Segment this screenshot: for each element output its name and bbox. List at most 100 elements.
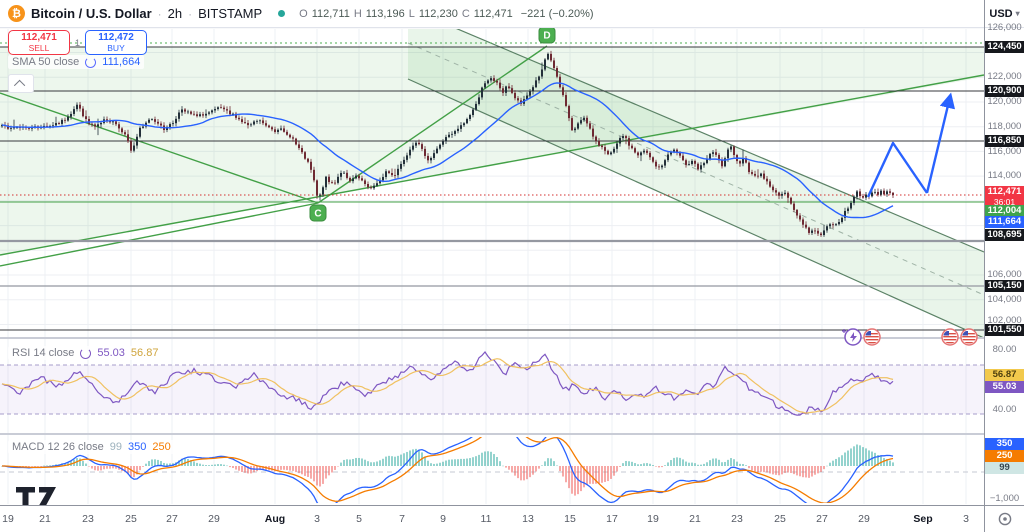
time-axis-label: 3 [963, 513, 969, 525]
buy-button[interactable]: 112,472 BUY [85, 30, 148, 55]
collapse-pane-button[interactable] [8, 74, 34, 93]
price-axis-label: 122,000 [987, 71, 1022, 82]
loading-spinner-icon [85, 56, 97, 68]
time-axis-label: 27 [166, 513, 178, 525]
price-axis-label: 120,000 [987, 96, 1022, 107]
chevron-down-icon: ▾ [1015, 9, 1020, 18]
spread-value: 1 [75, 37, 81, 48]
sma-label: SMA 50 close [12, 56, 80, 68]
ohlc-readout: O 112,711 H 113,196 L 112,230 C 112,471 … [299, 8, 593, 20]
time-axis-label: Aug [264, 513, 286, 525]
svg-text:D: D [543, 31, 550, 42]
time-axis-label: 25 [774, 513, 786, 525]
low-value: 112,230 [418, 7, 458, 20]
tradingview-logo [16, 487, 56, 506]
macd-hist-value: 99 [109, 441, 122, 453]
price-axis-label: 40.00 [992, 404, 1017, 415]
rsi-ma-value: 56.87 [130, 347, 159, 359]
time-axis-label: 7 [399, 513, 405, 525]
price-axis-label: 116,000 [987, 146, 1022, 157]
time-axis-label: 9 [440, 513, 446, 525]
time-axis-label: 21 [689, 513, 701, 525]
sma-value: 111,664 [102, 56, 141, 68]
point-marker-d[interactable]: D [538, 26, 556, 44]
price-axis-label: 126,000 [987, 22, 1022, 33]
low-label: L [408, 7, 415, 20]
price-level-badge: 55.03 [985, 381, 1024, 393]
time-axis-label: 25 [125, 513, 137, 525]
high-value: 113,196 [365, 7, 405, 20]
us-flag-event-icon[interactable] [863, 328, 881, 346]
price-level-badge: 350 [985, 438, 1024, 450]
rsi-legend[interactable]: RSI 14 close 55.03 56.87 [8, 346, 163, 360]
event-bolt-icon[interactable] [842, 328, 862, 346]
sell-button[interactable]: 112,471 SELL [8, 30, 70, 55]
macd-signal-value: 250 [152, 441, 171, 453]
price-level-badge: 112,004 [985, 205, 1024, 217]
time-axis-label: 23 [82, 513, 94, 525]
time-axis-label: 5 [356, 513, 362, 525]
us-flag-event-icon[interactable] [941, 328, 959, 346]
separator-dot: · [157, 6, 162, 21]
time-axis-label: 29 [208, 513, 220, 525]
market-status-icon [278, 10, 286, 17]
price-axis-label: 102,000 [987, 315, 1022, 326]
axis-settings-corner[interactable] [984, 505, 1024, 532]
price-level-badge: 250 [985, 450, 1024, 462]
loading-spinner-icon [80, 347, 92, 359]
us-flag-event-icon[interactable] [960, 328, 978, 346]
price-level-badge: 111,664 [985, 216, 1024, 228]
price-level-badge: 116,850 [985, 135, 1024, 147]
point-marker-c[interactable]: C [309, 204, 327, 222]
price-level-badge: 101,550 [985, 324, 1024, 336]
open-value: 112,711 [311, 7, 350, 20]
chart-canvas[interactable]: CD [0, 0, 984, 532]
gear-icon [998, 512, 1011, 526]
price-axis-label: −1,000 [989, 493, 1020, 504]
trade-panel: 112,471 SELL 1 112,472 BUY [8, 30, 148, 55]
buy-price: 112,472 [98, 31, 134, 43]
currency-label: USD [989, 7, 1013, 20]
chart-toolbar: ₿ Bitcoin / U.S. Dollar · 2h · BITSTAMP … [0, 0, 984, 28]
time-axis-label: 27 [816, 513, 828, 525]
high-label: H [353, 7, 362, 20]
price-axis-label: 80.00 [992, 344, 1017, 355]
sma-legend[interactable]: SMA 50 close 111,664 [8, 55, 145, 69]
rsi-label: RSI 14 close [12, 347, 75, 359]
sell-label: SELL [28, 42, 50, 53]
symbol-name[interactable]: Bitcoin / U.S. Dollar [31, 6, 152, 21]
open-label: O [299, 7, 308, 20]
rsi-value: 55.03 [97, 347, 125, 359]
macd-label: MACD 12 26 close [12, 441, 104, 453]
chevron-up-icon [13, 79, 26, 91]
price-axis[interactable]: USD ▾ 126,000 122,000 120,000 118,000 116,00… [984, 0, 1024, 532]
buy-label: BUY [107, 42, 125, 53]
current-price-badge: 112,471 36:01 [985, 186, 1024, 208]
projection-arrow[interactable] [866, 141, 928, 198]
price-level-badge: 56.87 [985, 369, 1024, 381]
time-axis-label: 11 [480, 513, 492, 525]
change-value: −221 (−0.20%) [520, 7, 594, 20]
time-axis-label: 23 [731, 513, 743, 525]
macd-legend[interactable]: MACD 12 26 close 99 350 250 [8, 440, 175, 454]
separator-dot: · [188, 6, 193, 21]
time-axis-label: Sep [913, 513, 933, 525]
price-level-badge: 120,900 [985, 85, 1024, 97]
timeframe-selector[interactable]: 2h [167, 6, 183, 21]
price-axis-label: 118,000 [987, 121, 1022, 132]
price-level-badge: 105,150 [985, 280, 1024, 292]
price-level-badge: 108,695 [985, 229, 1024, 241]
close-value: 112,471 [473, 7, 513, 20]
time-axis-label: 13 [522, 513, 534, 525]
time-axis-label: 29 [858, 513, 870, 525]
exchange-name[interactable]: BITSTAMP [198, 6, 263, 21]
price-axis-label: 106,000 [987, 269, 1022, 280]
price-axis-label: 104,000 [987, 294, 1022, 305]
time-axis-label: 17 [606, 513, 618, 525]
sell-price: 112,471 [21, 31, 57, 43]
time-axis-label: 21 [39, 513, 51, 525]
close-label: C [461, 7, 470, 20]
currency-dropdown[interactable]: USD ▾ [985, 0, 1024, 28]
time-axis[interactable]: 19 21 23 25 27 29 Aug 3 5 7 9 11 13 15 17 19 21 23 25 27 29 S… [0, 505, 984, 532]
